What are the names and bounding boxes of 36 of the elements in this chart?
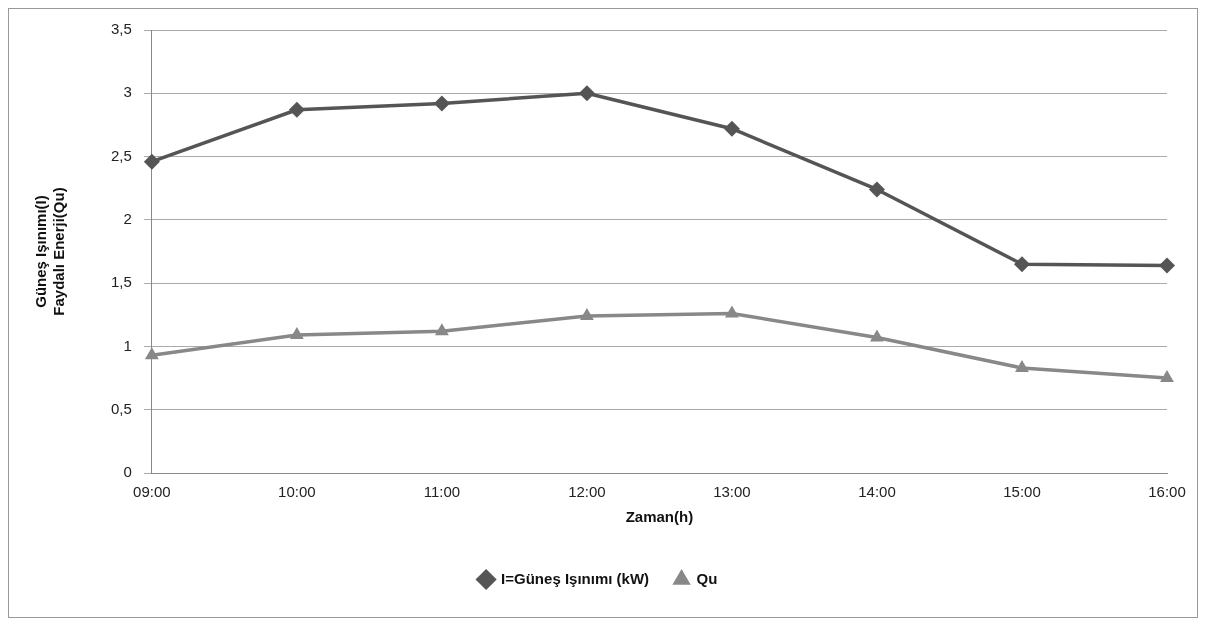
point: [143, 153, 160, 170]
point: [433, 95, 450, 112]
legend-label: Qu: [696, 569, 718, 587]
x-tick-label: 14:00: [858, 483, 896, 501]
x-tick-label: 09:00: [133, 483, 171, 501]
x-tick-label: 16:00: [1148, 483, 1186, 501]
y-axis-title: Güneş Işınımı(I) Faydalı Enerji(Qu): [32, 187, 68, 316]
point: [723, 120, 740, 137]
point: [725, 305, 739, 318]
y-tick-label: 2: [123, 210, 132, 227]
x-tick-label: 15:00: [1003, 483, 1041, 501]
point: [289, 327, 304, 340]
y-tick-label: 2,5: [110, 146, 132, 164]
x-tick-label: 13:00: [713, 483, 751, 501]
y-tick-label: 0: [123, 463, 132, 481]
x-tick-label: 10:00: [278, 483, 316, 501]
point: [288, 101, 305, 118]
x-axis-title: Zaman(h): [625, 508, 694, 526]
legend-label: I=Güneş Işınımı (kW): [501, 569, 650, 587]
x-tick-label: 11:00: [423, 483, 461, 501]
point: [579, 308, 594, 321]
point: [1160, 370, 1174, 383]
point: [868, 181, 885, 198]
point: [434, 323, 449, 336]
y-tick-label: 3,5: [110, 20, 132, 38]
point: [1159, 257, 1175, 274]
y-tick-label: 3: [123, 83, 132, 101]
y-tick-label: 1,5: [110, 273, 132, 291]
point: [1013, 256, 1030, 273]
x-tick-label: 12:00: [568, 483, 606, 501]
point: [870, 329, 884, 342]
point: [1015, 359, 1029, 372]
point: [144, 347, 159, 360]
point: [578, 85, 595, 102]
y-tick-label: 1: [123, 336, 132, 354]
y-tick-label: 0,5: [110, 399, 132, 417]
